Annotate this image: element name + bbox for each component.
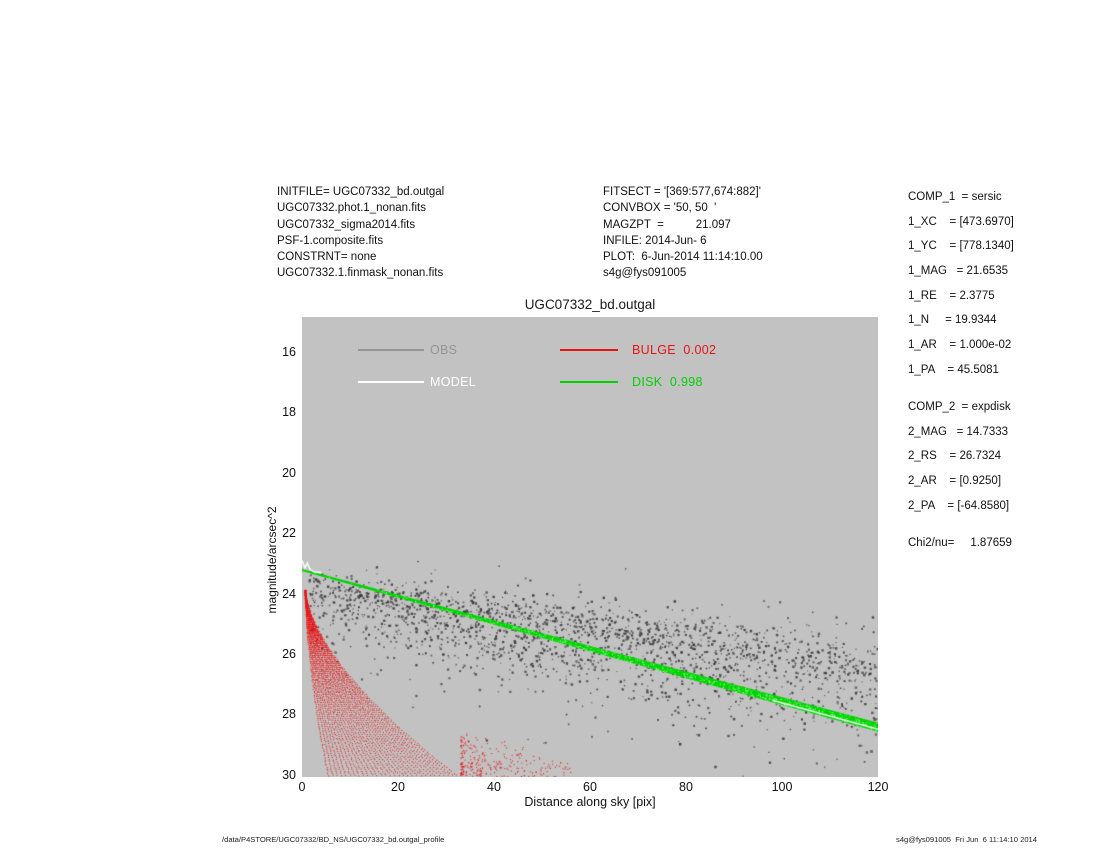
- init-file-line: INITFILE= UGC07332_bd.outgal: [277, 186, 445, 198]
- fit-setting-line: CONVBOX = '50, 50 ': [603, 202, 717, 215]
- fit-result-line: 1_RE = 2.3775: [908, 289, 995, 302]
- output-file-path: /data/P4STORE/UGC07332/BD_NS/UGC07332_bd…: [222, 835, 445, 844]
- x-tick-label: 0: [298, 780, 306, 794]
- fit-result-line: 1_PA = 45.5081: [908, 363, 999, 376]
- x-tick-label: 60: [583, 780, 597, 794]
- fit-result-line: 1_AR = 1.000e-02: [908, 339, 1012, 352]
- fit-setting-line: INFILE: 2014-Jun- 6: [603, 234, 707, 247]
- legend-line-model: [358, 381, 424, 383]
- init-file-line: UGC07332.phot.1_nonan.fits: [277, 202, 426, 215]
- fit-result-line: 2_MAG = 14.7333: [908, 425, 1009, 438]
- fit-setting-line: s4g@fys091005: [603, 267, 687, 280]
- y-tick-label: 18: [282, 405, 296, 420]
- fit-result-line: 1_YC = [778.1340]: [908, 240, 1014, 253]
- fit-result-line: 1_N = 19.9344: [908, 314, 997, 327]
- y-tick-label: 28: [282, 707, 296, 722]
- y-tick-label: 22: [282, 526, 296, 541]
- fit-results-block: COMP_1 = sersic 1_XC = [473.6970] 1_YC = […: [908, 191, 1014, 561]
- fit-result-line: [908, 389, 1014, 401]
- profile-plot-canvas: [302, 317, 878, 777]
- fit-result-line: 2_PA = [-64.8580]: [908, 499, 1010, 512]
- legend-label-bulge: BULGE 0.002: [632, 343, 717, 357]
- init-file-line: UGC07332_sigma2014.fits: [277, 218, 416, 231]
- timestamp-user: s4g@fys091005 Fri Jun 6 11:14:10 2014: [896, 835, 1037, 844]
- x-tick-label: 100: [771, 780, 793, 794]
- fit-result-line: 1_XC = [473.6970]: [908, 215, 1014, 228]
- legend-label-model: MODEL: [430, 375, 476, 389]
- init-file-line: CONSTRNT= none: [277, 251, 377, 264]
- y-tick-label: 26: [282, 647, 296, 662]
- legend-label-obs: OBS: [430, 343, 458, 357]
- x-tick-label: 20: [391, 780, 405, 794]
- fit-result-line: COMP_1 = sersic: [908, 191, 1002, 203]
- x-tick-label: 40: [487, 780, 501, 794]
- legend-line-disk: [560, 381, 618, 383]
- plot-title: UGC07332_bd.outgal: [524, 297, 656, 312]
- legend-label-disk: DISK 0.998: [632, 375, 703, 389]
- fit-setting-line: MAGZPT = 21.097: [603, 218, 731, 231]
- init-file-line: PSF-1.composite.fits: [277, 234, 384, 247]
- y-tick-label: 16: [282, 345, 296, 360]
- fit-result-line: [908, 524, 1014, 536]
- y-tick-label: 20: [282, 465, 296, 480]
- x-axis-label: Distance along sky [pix]: [524, 795, 656, 809]
- x-tick-label: 80: [679, 780, 693, 794]
- plot-area: [302, 317, 878, 777]
- init-file-line: UGC07332.1.finmask_nonan.fits: [277, 267, 444, 280]
- y-tick-label: 24: [282, 586, 296, 601]
- fit-result-line: Chi2/nu= 1.87659: [908, 536, 1012, 549]
- fit-settings-block: FITSECT = '[369:577,674:882]' CONVBOX = '…: [603, 184, 763, 282]
- fit-setting-line: PLOT: 6-Jun-2014 11:14:10.00: [603, 251, 763, 264]
- fit-result-line: 1_MAG = 21.6535: [908, 265, 1009, 278]
- init-files-block: INITFILE= UGC07332_bd.outgal UGC07332.pho…: [277, 184, 444, 282]
- fit-setting-line: FITSECT = '[369:577,674:882]': [603, 186, 761, 198]
- legend-line-obs: [358, 349, 424, 351]
- fit-result-line: 2_AR = [0.9250]: [908, 474, 1002, 487]
- fit-result-line: 2_RS = 26.7324: [908, 450, 1002, 463]
- x-tick-label: 120: [867, 780, 889, 794]
- fit-result-line: COMP_2 = expdisk: [908, 400, 1011, 413]
- legend-line-bulge: [560, 349, 618, 351]
- y-tick-label: 30: [282, 767, 296, 782]
